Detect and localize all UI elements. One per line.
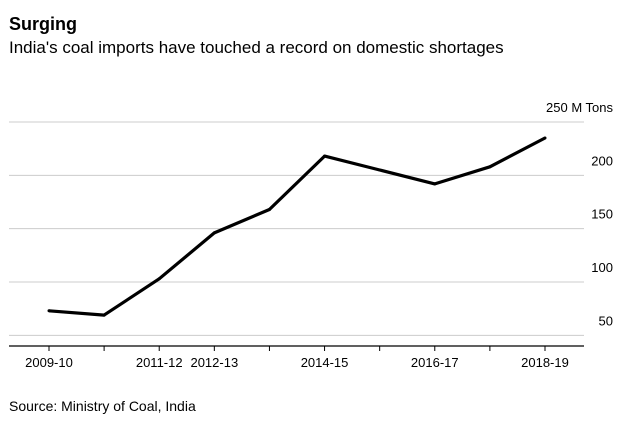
y-axis-ticks: 50 100 150 200 250 M Tons — [546, 100, 613, 328]
x-tick-label: 2012-13 — [190, 355, 238, 370]
series-line — [48, 136, 546, 317]
y-tick-label: 50 — [599, 313, 613, 328]
x-tick-label: 2011-12 — [136, 355, 183, 370]
x-tick-label: 2014-15 — [301, 355, 349, 370]
data-point — [323, 154, 327, 158]
data-point — [543, 136, 547, 140]
data-point — [102, 313, 106, 317]
x-tick-label: 2016-17 — [411, 355, 459, 370]
x-axis-ticks: 2009-10 2011-12 2012-13 2014-15 2016-17 2018-… — [25, 346, 569, 370]
y-tick-label: 150 — [591, 207, 613, 222]
data-point — [157, 277, 161, 281]
y-tick-label: 100 — [591, 260, 613, 275]
gridlines — [9, 121, 584, 336]
data-point — [47, 309, 51, 313]
y-tick-label: 200 — [591, 153, 613, 168]
series-layer — [47, 136, 547, 317]
x-tick-label: 2009-10 — [25, 355, 73, 370]
data-point — [433, 182, 437, 186]
data-point — [212, 231, 216, 235]
data-point — [488, 165, 492, 169]
x-tick-label: 2018-19 — [521, 355, 569, 370]
source-note: Source: Ministry of Coal, India — [9, 398, 196, 414]
chart-subtitle: India's coal imports have touched a reco… — [9, 38, 504, 57]
data-point — [267, 207, 271, 211]
chart-title: Surging — [9, 14, 77, 34]
data-point — [378, 168, 382, 172]
y-tick-label: 250 M Tons — [546, 100, 613, 115]
